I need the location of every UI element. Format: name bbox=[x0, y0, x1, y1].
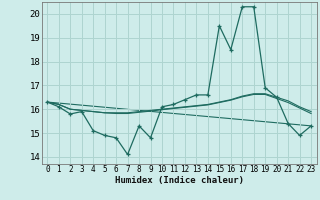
X-axis label: Humidex (Indice chaleur): Humidex (Indice chaleur) bbox=[115, 176, 244, 185]
